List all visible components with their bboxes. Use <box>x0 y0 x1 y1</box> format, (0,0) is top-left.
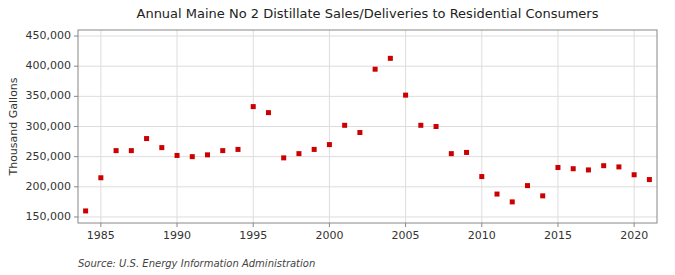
tick-x <box>100 223 101 227</box>
point <box>144 136 149 141</box>
point <box>373 67 378 72</box>
point <box>525 183 530 188</box>
tick-y <box>74 96 78 97</box>
point <box>235 147 240 152</box>
grid-line-y <box>78 156 657 157</box>
tick-label-y: 250,000 <box>26 150 72 163</box>
point <box>540 193 545 198</box>
point <box>495 192 500 197</box>
grid-line-x <box>329 30 330 223</box>
grid-line-y <box>78 186 657 187</box>
tick-label-x: 2005 <box>392 229 420 242</box>
point <box>616 164 621 169</box>
tick-x <box>634 223 635 227</box>
point <box>403 93 408 98</box>
tick-label-y: 400,000 <box>26 59 72 72</box>
point <box>312 147 317 152</box>
tick-y <box>74 156 78 157</box>
grid-line-y <box>78 126 657 127</box>
point <box>190 154 195 159</box>
point <box>479 174 484 179</box>
tick-label-y: 200,000 <box>26 180 72 193</box>
grid-line-x <box>634 30 635 223</box>
tick-y <box>74 216 78 217</box>
point <box>571 166 576 171</box>
point <box>647 177 652 182</box>
tick-label-x: 1995 <box>239 229 267 242</box>
point <box>220 148 225 153</box>
point <box>434 124 439 129</box>
tick-y <box>74 126 78 127</box>
point <box>601 163 606 168</box>
grid-line-y <box>78 66 657 67</box>
point <box>281 155 286 160</box>
point <box>449 151 454 156</box>
tick-label-y: 150,000 <box>26 210 72 223</box>
grid-line-y <box>78 36 657 37</box>
grid-line-y <box>78 216 657 217</box>
point <box>510 199 515 204</box>
tick-x <box>329 223 330 227</box>
tick-label-y: 350,000 <box>26 89 72 102</box>
point <box>632 172 637 177</box>
tick-x <box>177 223 178 227</box>
grid <box>78 30 657 223</box>
tick-label-x: 2015 <box>544 229 572 242</box>
grid-line-x <box>481 30 482 223</box>
point <box>175 153 180 158</box>
tick-y <box>74 36 78 37</box>
point <box>129 148 134 153</box>
axes: 150,000 200,000 250,000 300,000 350,000 400,0… <box>26 29 649 242</box>
y-axis-label: Thousand Gallons <box>7 77 20 176</box>
annotation: Source: U.S. Energy Information Administ… <box>78 258 315 269</box>
point <box>327 142 332 147</box>
tick-y <box>74 186 78 187</box>
point <box>586 167 591 172</box>
grid-line-x <box>177 30 178 223</box>
grid-line-x <box>405 30 406 223</box>
tick-x <box>253 223 254 227</box>
point <box>98 175 103 180</box>
point <box>205 152 210 157</box>
tick-x <box>405 223 406 227</box>
point <box>114 148 119 153</box>
grid-line-x <box>557 30 558 223</box>
tick-x <box>481 223 482 227</box>
grid-line-x <box>253 30 254 223</box>
tick-x <box>557 223 558 227</box>
point <box>251 104 256 109</box>
tick-label-x: 2000 <box>315 229 343 242</box>
title: Annual Maine No 2 Distillate Sales/Deliv… <box>137 6 599 21</box>
points <box>83 56 652 214</box>
point <box>342 123 347 128</box>
grid-line-x <box>100 30 101 223</box>
point <box>464 150 469 155</box>
point <box>555 165 560 170</box>
tick-label-x: 1990 <box>163 229 191 242</box>
grid-line-y <box>78 96 657 97</box>
point <box>83 208 88 213</box>
tick-label-y: 300,000 <box>26 120 72 133</box>
point <box>388 56 393 61</box>
point <box>296 151 301 156</box>
point <box>266 110 271 115</box>
point <box>418 123 423 128</box>
tick-label-x: 2020 <box>620 229 648 242</box>
point <box>159 145 164 150</box>
tick-label-x: 1985 <box>87 229 115 242</box>
point <box>357 130 362 135</box>
plot-frame <box>78 30 657 223</box>
tick-label-x: 2010 <box>468 229 496 242</box>
chart: 150,000 200,000 250,000 300,000 350,000 400,0… <box>0 0 675 275</box>
tick-y <box>74 66 78 67</box>
tick-label-y: 450,000 <box>26 29 72 42</box>
